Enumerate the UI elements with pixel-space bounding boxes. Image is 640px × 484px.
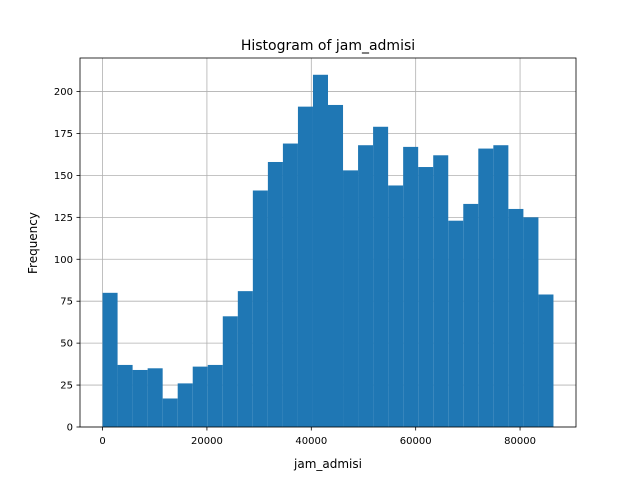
y-tick-label: 175 — [54, 129, 73, 140]
histogram-bar — [177, 383, 193, 427]
histogram-bar — [463, 203, 479, 427]
histogram-bar — [162, 398, 178, 427]
histogram-bar — [538, 294, 554, 427]
histogram-bar — [448, 220, 464, 427]
y-tick-label: 50 — [60, 339, 73, 350]
histogram-bar — [297, 106, 313, 428]
y-tick-label: 25 — [60, 381, 73, 392]
plot-frame — [79, 57, 577, 428]
histogram-bar — [343, 170, 359, 428]
histogram-bar — [433, 155, 449, 428]
histogram-bar — [147, 368, 163, 427]
histogram-bar — [252, 190, 268, 427]
histogram-bar — [237, 291, 253, 427]
y-tick-label: 75 — [60, 297, 73, 308]
y-axis-label: Frequency — [26, 212, 40, 274]
histogram-bar — [312, 74, 328, 427]
x-tick-label: 60000 — [400, 436, 432, 447]
histogram-bar — [282, 143, 298, 428]
chart-title: Histogram of jam_admisi — [241, 38, 415, 54]
x-axis-label: jam_admisi — [293, 457, 362, 471]
histogram-bar — [418, 167, 434, 428]
histogram-bar — [373, 126, 389, 427]
y-tick-label: 0 — [67, 423, 73, 434]
histogram-bar — [403, 146, 419, 428]
y-tick-label: 100 — [54, 255, 73, 266]
histogram-bar — [132, 369, 148, 427]
histogram-bar — [192, 366, 208, 427]
y-tick-label: 150 — [54, 171, 73, 182]
histogram-bar — [523, 217, 539, 427]
histogram-bar — [328, 104, 344, 428]
histogram-bar — [508, 208, 524, 427]
histogram-bar — [102, 292, 118, 427]
x-tick-label: 40000 — [295, 436, 327, 447]
histogram-bar — [478, 148, 494, 427]
x-tick-label: 0 — [99, 436, 105, 447]
y-tick-label: 125 — [54, 213, 73, 224]
histogram-bar — [207, 364, 223, 427]
histogram-bar — [493, 145, 509, 427]
x-tick-label: 80000 — [504, 436, 536, 447]
histogram-bar — [267, 161, 283, 427]
x-tick-label: 20000 — [191, 436, 223, 447]
y-tick-label: 200 — [54, 87, 73, 98]
histogram-bar — [222, 316, 238, 427]
histogram-bar — [117, 364, 133, 427]
histogram-bar — [358, 145, 374, 427]
histogram-bar — [388, 185, 404, 427]
